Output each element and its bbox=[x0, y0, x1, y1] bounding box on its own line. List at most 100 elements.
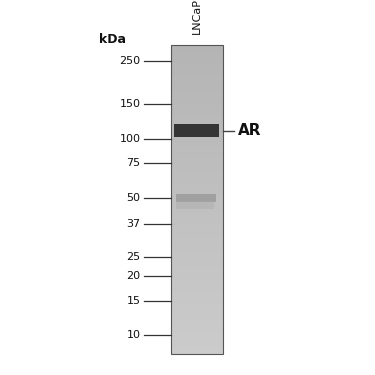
Bar bbox=[171, 349, 223, 352]
Bar bbox=[171, 282, 223, 285]
Bar bbox=[171, 321, 223, 323]
Bar bbox=[171, 228, 223, 231]
Text: 150: 150 bbox=[120, 99, 141, 109]
Bar bbox=[171, 73, 223, 76]
Bar bbox=[171, 171, 223, 174]
Bar bbox=[171, 94, 223, 97]
Bar bbox=[171, 346, 223, 349]
Bar bbox=[171, 341, 223, 344]
Bar bbox=[171, 119, 223, 122]
Text: 10: 10 bbox=[127, 330, 141, 340]
Text: 20: 20 bbox=[126, 271, 141, 281]
Bar bbox=[171, 137, 223, 140]
Bar bbox=[171, 124, 223, 128]
Bar bbox=[171, 189, 223, 192]
Bar bbox=[171, 140, 223, 143]
Bar bbox=[171, 305, 223, 308]
Bar bbox=[171, 204, 223, 207]
Bar bbox=[171, 163, 223, 166]
Bar bbox=[171, 184, 223, 187]
Bar bbox=[171, 326, 223, 328]
Bar bbox=[171, 76, 223, 78]
Bar bbox=[171, 96, 223, 99]
Bar bbox=[171, 236, 223, 238]
Text: LNCaP: LNCaP bbox=[192, 0, 202, 34]
Bar bbox=[171, 65, 223, 68]
Bar bbox=[171, 104, 223, 107]
Bar bbox=[171, 81, 223, 84]
Bar bbox=[171, 323, 223, 326]
Text: kDa: kDa bbox=[99, 33, 126, 46]
Bar bbox=[171, 297, 223, 300]
Bar bbox=[171, 122, 223, 125]
Bar bbox=[171, 145, 223, 148]
Bar bbox=[171, 130, 223, 133]
Bar bbox=[171, 222, 223, 225]
Bar bbox=[171, 215, 223, 218]
Bar bbox=[171, 302, 223, 305]
Bar bbox=[171, 210, 223, 213]
Text: 50: 50 bbox=[127, 193, 141, 203]
Bar bbox=[171, 197, 223, 200]
Bar bbox=[171, 99, 223, 102]
Bar bbox=[171, 290, 223, 292]
Bar bbox=[171, 331, 223, 334]
Bar bbox=[171, 225, 223, 228]
Bar bbox=[171, 313, 223, 316]
Bar bbox=[171, 70, 223, 74]
Bar bbox=[171, 241, 223, 243]
Bar bbox=[171, 254, 223, 257]
Text: 75: 75 bbox=[126, 158, 141, 168]
Bar bbox=[171, 153, 223, 156]
Bar bbox=[176, 201, 214, 209]
Text: 100: 100 bbox=[120, 134, 141, 144]
Text: AR: AR bbox=[238, 123, 262, 138]
Bar bbox=[171, 55, 223, 58]
Bar bbox=[171, 284, 223, 287]
Bar bbox=[171, 261, 223, 264]
Bar bbox=[171, 68, 223, 71]
Bar bbox=[171, 86, 223, 89]
Bar bbox=[171, 60, 223, 63]
Bar bbox=[171, 248, 223, 251]
Bar bbox=[171, 181, 223, 184]
Bar bbox=[171, 168, 223, 171]
Bar bbox=[171, 212, 223, 215]
Bar bbox=[171, 174, 223, 177]
Bar bbox=[171, 200, 223, 202]
Bar bbox=[171, 150, 223, 153]
Bar bbox=[171, 207, 223, 210]
Bar bbox=[171, 351, 223, 354]
Text: 250: 250 bbox=[120, 56, 141, 66]
Bar bbox=[171, 269, 223, 272]
Bar bbox=[171, 251, 223, 254]
Bar bbox=[171, 238, 223, 241]
Bar bbox=[171, 50, 223, 53]
Bar bbox=[171, 63, 223, 66]
Bar bbox=[171, 339, 223, 342]
Bar bbox=[171, 45, 223, 48]
Bar bbox=[171, 112, 223, 115]
Bar bbox=[171, 328, 223, 331]
Bar bbox=[171, 166, 223, 169]
Bar bbox=[171, 243, 223, 246]
Bar bbox=[171, 148, 223, 151]
Bar bbox=[171, 127, 223, 130]
Bar bbox=[171, 274, 223, 277]
Bar bbox=[171, 264, 223, 267]
Bar bbox=[171, 256, 223, 259]
Bar bbox=[171, 287, 223, 290]
Bar bbox=[171, 179, 223, 182]
Text: 15: 15 bbox=[127, 296, 141, 306]
Bar bbox=[171, 279, 223, 282]
Bar bbox=[171, 83, 223, 86]
Bar bbox=[171, 272, 223, 274]
Bar bbox=[171, 45, 223, 354]
Bar bbox=[171, 202, 223, 205]
Bar bbox=[171, 88, 223, 92]
Bar bbox=[171, 333, 223, 336]
Bar bbox=[171, 91, 223, 94]
Bar bbox=[171, 47, 223, 50]
Bar bbox=[174, 124, 219, 137]
Bar bbox=[171, 176, 223, 179]
